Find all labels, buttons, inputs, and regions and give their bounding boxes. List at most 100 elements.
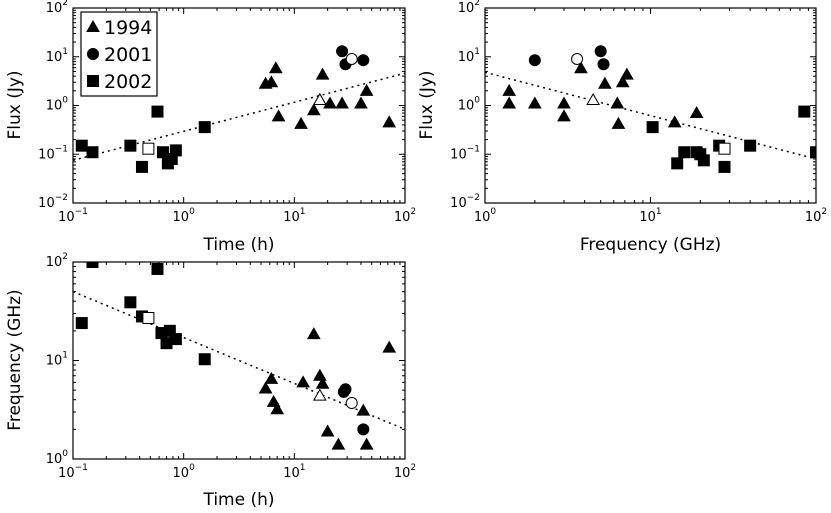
legend-label: 2002 <box>104 71 152 93</box>
series-2001 <box>528 45 610 71</box>
data-point-triangle <box>610 96 625 109</box>
y-tick-label: 102 <box>458 0 480 16</box>
series-2002-open <box>142 142 155 155</box>
y-axis-label: Flux (Jy) <box>417 70 437 139</box>
data-point-square <box>86 262 99 268</box>
data-point-square <box>75 139 88 152</box>
series-1994 <box>258 61 397 129</box>
data-point-square <box>142 312 155 325</box>
data-point-circle <box>597 58 610 71</box>
data-point-square <box>718 142 731 155</box>
x-tick-label: 102 <box>394 463 416 481</box>
x-tick-label: 101 <box>639 207 661 225</box>
x-tick-label: 101 <box>283 207 305 225</box>
data-point-square <box>798 105 811 118</box>
y-axis-label: Frequency (GHz) <box>5 289 25 430</box>
data-point-square <box>169 333 182 346</box>
y-tick-label: 102 <box>46 0 68 16</box>
data-point-circle <box>336 45 349 58</box>
data-point-triangle <box>258 381 273 394</box>
data-point-triangle <box>689 106 704 119</box>
data-point-triangle <box>359 437 374 450</box>
data-point-triangle <box>502 83 517 96</box>
y-tick-label: 101 <box>46 351 68 369</box>
x-tick-label: 10−1 <box>58 207 88 225</box>
x-axis-label: Time (h) <box>202 490 274 510</box>
data-point-square <box>718 160 731 173</box>
y-tick-label: 100 <box>46 96 69 114</box>
x-tick-label: 100 <box>173 463 196 481</box>
data-point-square <box>671 157 684 170</box>
data-point-triangle <box>268 61 283 74</box>
data-point-triangle <box>264 75 279 88</box>
data-point-triangle <box>359 83 374 96</box>
series-2001-open <box>571 52 584 65</box>
data-point-square <box>810 146 816 159</box>
series-1994-open <box>312 92 327 105</box>
data-point-square <box>151 262 164 275</box>
y-tick-label: 102 <box>46 252 68 270</box>
legend-marker-circle <box>87 48 99 60</box>
plot-area <box>73 45 405 173</box>
series-2001-open <box>345 52 358 65</box>
data-point-square <box>169 144 182 157</box>
data-point-square <box>646 121 659 134</box>
series-1994 <box>258 327 397 450</box>
series-2002-open <box>718 142 731 155</box>
x-tick-label: 102 <box>394 207 416 225</box>
fit-line <box>73 290 405 431</box>
data-point-triangle <box>312 388 327 401</box>
data-point-circle <box>571 52 584 65</box>
x-tick-label: 102 <box>805 207 827 225</box>
data-point-square <box>198 353 211 366</box>
series-2001 <box>336 45 370 71</box>
y-tick-label: 10−2 <box>450 193 480 211</box>
data-point-triangle <box>620 67 634 80</box>
legend-marker-triangle <box>86 19 100 32</box>
y-tick-label: 10−1 <box>450 144 480 162</box>
x-tick-label: 100 <box>474 207 497 225</box>
data-point-triangle <box>615 75 630 88</box>
data-point-triangle <box>354 96 368 109</box>
data-point-triangle <box>331 437 346 450</box>
data-point-square <box>744 139 757 152</box>
data-point-circle <box>345 52 358 65</box>
series-1994 <box>502 61 704 129</box>
data-point-triangle <box>323 96 337 109</box>
legend-label: 1994 <box>104 17 152 39</box>
series-1994-open <box>312 388 327 401</box>
x-tick-label: 10−1 <box>58 463 88 481</box>
data-point-triangle <box>667 115 682 128</box>
x-tick-label: 101 <box>283 463 305 481</box>
y-axis-label: Flux (Jy) <box>5 70 25 139</box>
data-point-triangle <box>312 92 327 105</box>
axes-frame <box>72 261 406 460</box>
legend-label: 2001 <box>104 44 152 66</box>
data-point-square <box>135 160 148 173</box>
y-tick-label: 100 <box>46 449 69 467</box>
series-2002 <box>75 105 211 173</box>
data-point-triangle <box>306 327 321 340</box>
fit-line <box>485 71 816 160</box>
series-2002 <box>646 105 816 173</box>
legend: 1994 2001 2002 <box>80 11 158 97</box>
data-point-triangle <box>294 116 308 129</box>
series-2002 <box>75 262 211 366</box>
panel-flux_vs_frequency: 100 101 102 10−2 10−1 100 101 102 Frequency (GHz… <box>417 0 827 255</box>
data-point-circle <box>339 383 352 396</box>
data-point-triangle <box>382 115 397 128</box>
x-axis-label: Frequency (GHz) <box>580 235 721 255</box>
data-point-triangle <box>271 109 286 122</box>
data-point-circle <box>357 423 370 436</box>
data-point-circle <box>594 45 607 58</box>
data-point-square <box>697 154 710 167</box>
data-point-circle <box>528 54 541 67</box>
x-axis-label: Time (h) <box>202 235 274 255</box>
legend-marker-square <box>87 75 99 87</box>
y-tick-label: 10−2 <box>38 193 68 211</box>
series-2001-open <box>345 397 358 410</box>
plot-area <box>485 45 816 173</box>
series-2001 <box>337 383 370 436</box>
data-point-triangle <box>335 96 349 109</box>
